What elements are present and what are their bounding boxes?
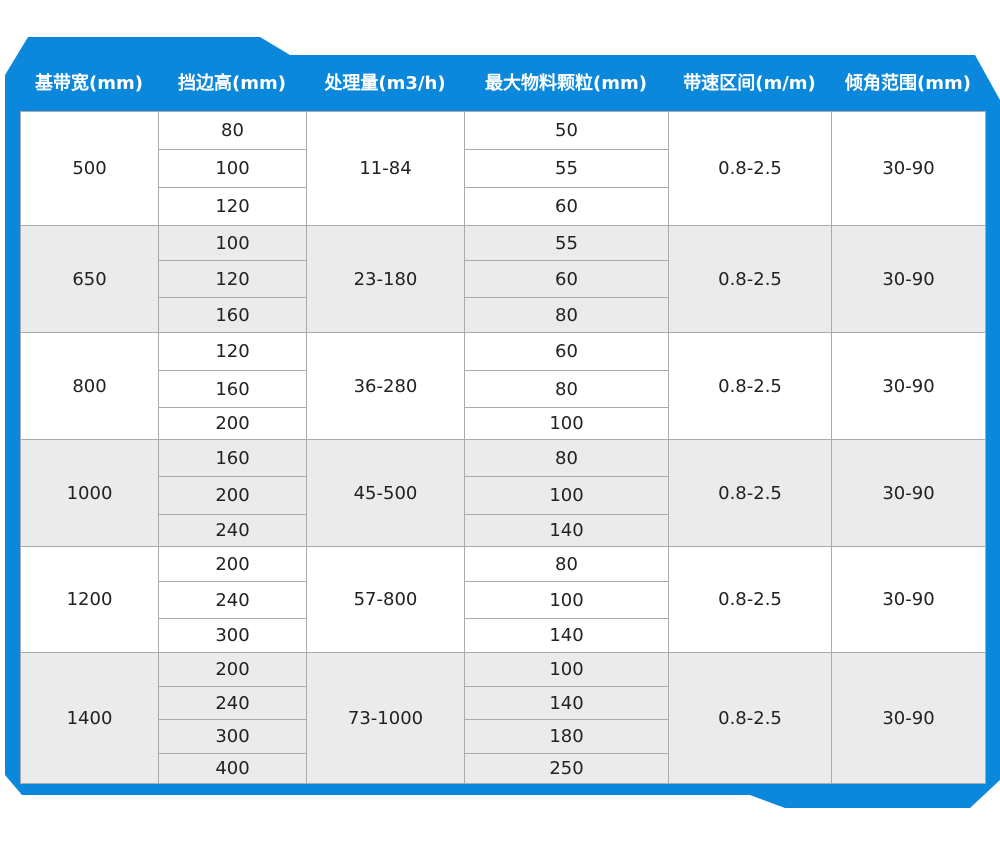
table-cell: 36-280 [306,332,465,440]
table-cell: 100 [464,476,669,515]
table-cell: 100 [158,225,307,261]
table-cell: 60 [464,187,669,226]
table-cell: 30-90 [831,546,986,653]
table-cell: 1000 [20,439,159,547]
table-cell: 30-90 [831,439,986,547]
table-cell: 100 [464,581,669,619]
table-cell: 30-90 [831,332,986,440]
table-cell: 60 [464,260,669,298]
table-cell: 30-90 [831,225,986,333]
table-cell: 80 [464,370,669,408]
table-cell: 120 [158,332,307,371]
column-header: 处理量(m3/h) [324,73,446,94]
table-cell: 180 [464,719,669,754]
column-header: 带速区间(m/m) [683,73,816,94]
table-cell: 80 [464,439,669,477]
table-cell: 0.8-2.5 [668,332,832,440]
column-header: 倾角范围(mm) [845,73,971,94]
column-header: 基带宽(mm) [35,73,143,94]
table-cell: 57-800 [306,546,465,653]
table-cell: 240 [158,514,307,547]
table-cell: 30-90 [831,652,986,784]
table-cell: 0.8-2.5 [668,111,832,226]
table-cell: 100 [464,652,669,687]
table-cell: 140 [464,514,669,547]
table-cell: 60 [464,332,669,371]
table-cell: 160 [158,370,307,408]
table-cell: 0.8-2.5 [668,439,832,547]
table-cell: 300 [158,719,307,754]
table-cell: 140 [464,618,669,653]
table-cell: 400 [158,753,307,784]
table-cell: 30-90 [831,111,986,226]
table-cell: 200 [158,407,307,440]
table-cell: 11-84 [306,111,465,226]
table-cell: 160 [158,439,307,477]
table-cell: 0.8-2.5 [668,546,832,653]
table-cell: 120 [158,260,307,298]
table-cell: 1200 [20,546,159,653]
table-cell: 55 [464,225,669,261]
table-cell: 23-180 [306,225,465,333]
table-cell: 45-500 [306,439,465,547]
table-cell: 200 [158,476,307,515]
table-cell: 800 [20,332,159,440]
column-header: 最大物料颗粒(mm) [485,73,647,94]
table-cell: 0.8-2.5 [668,225,832,333]
table-cell: 1400 [20,652,159,784]
table-cell: 100 [464,407,669,440]
table-cell: 73-1000 [306,652,465,784]
table-cell: 250 [464,753,669,784]
table-cell: 55 [464,149,669,188]
table-cell: 240 [158,581,307,619]
table-cell: 240 [158,686,307,720]
table-cell: 80 [158,111,307,150]
column-header: 挡边高(mm) [178,73,286,94]
table-cell: 100 [158,149,307,188]
table-cell: 200 [158,652,307,687]
table-cell: 120 [158,187,307,226]
table-cell: 300 [158,618,307,653]
table-cell: 50 [464,111,669,150]
table-cell: 500 [20,111,159,226]
table-cell: 140 [464,686,669,720]
table-cell: 80 [464,546,669,582]
table-cell: 0.8-2.5 [668,652,832,784]
table-cell: 650 [20,225,159,333]
table-cell: 200 [158,546,307,582]
table-cell: 80 [464,297,669,333]
table-cell: 160 [158,297,307,333]
